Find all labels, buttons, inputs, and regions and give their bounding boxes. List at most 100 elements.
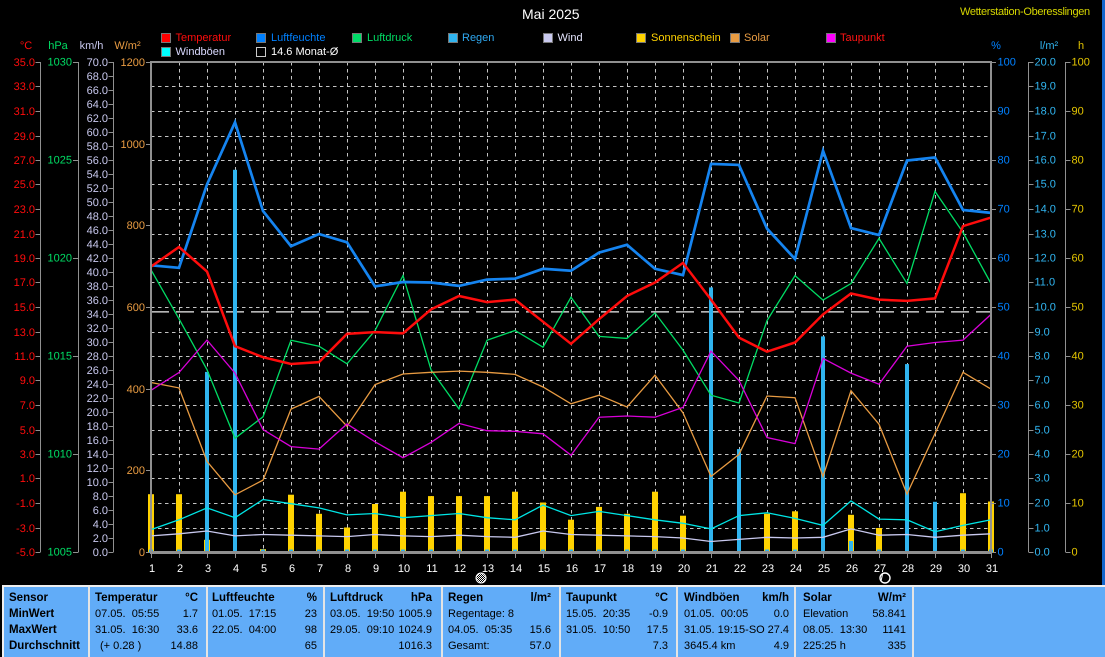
svg-text:5.0: 5.0 [1035, 425, 1050, 437]
svg-text:17.0: 17.0 [1035, 131, 1056, 143]
svg-text:80: 80 [998, 155, 1010, 167]
svg-text:19.0: 19.0 [14, 253, 35, 265]
svg-text:4: 4 [233, 563, 239, 575]
svg-text:60.0: 60.0 [87, 127, 108, 139]
svg-text:10: 10 [998, 498, 1010, 510]
svg-text:km/h: km/h [80, 40, 104, 52]
svg-text:38.0: 38.0 [87, 281, 108, 293]
svg-text:1015: 1015 [48, 351, 72, 363]
svg-text:33.0: 33.0 [14, 81, 35, 93]
svg-text:7: 7 [317, 563, 323, 575]
svg-text:4.0: 4.0 [1035, 449, 1050, 461]
svg-text:16.0: 16.0 [87, 435, 108, 447]
svg-text:13: 13 [482, 563, 494, 575]
svg-text:13.0: 13.0 [14, 327, 35, 339]
svg-text:40: 40 [1072, 351, 1084, 363]
svg-text:10.0: 10.0 [1035, 302, 1056, 314]
svg-text:0: 0 [1072, 547, 1078, 559]
svg-text:25.0: 25.0 [14, 179, 35, 191]
svg-text:28.0: 28.0 [87, 351, 108, 363]
svg-text:1200: 1200 [121, 57, 145, 69]
svg-text:10.0: 10.0 [87, 477, 108, 489]
svg-text:29.0: 29.0 [14, 131, 35, 143]
svg-text:22.0: 22.0 [87, 393, 108, 405]
svg-text:50: 50 [998, 302, 1010, 314]
svg-text:1005: 1005 [48, 547, 72, 559]
svg-text:13.0: 13.0 [1035, 229, 1056, 241]
svg-text:23: 23 [762, 563, 774, 575]
svg-text:35.0: 35.0 [14, 57, 35, 69]
svg-text:42.0: 42.0 [87, 253, 108, 265]
svg-text:1: 1 [149, 563, 155, 575]
svg-text:5.0: 5.0 [20, 425, 35, 437]
svg-text:0: 0 [998, 547, 1004, 559]
svg-text:46.0: 46.0 [87, 225, 108, 237]
svg-text:15: 15 [538, 563, 550, 575]
svg-text:70: 70 [1072, 204, 1084, 216]
svg-text:-5.0: -5.0 [16, 547, 35, 559]
svg-text:31.0: 31.0 [14, 106, 35, 118]
svg-text:2: 2 [177, 563, 183, 575]
svg-text:14.0: 14.0 [1035, 204, 1056, 216]
svg-text:27: 27 [874, 563, 886, 575]
svg-text:8: 8 [345, 563, 351, 575]
svg-text:6: 6 [289, 563, 295, 575]
svg-text:11.0: 11.0 [1035, 277, 1056, 289]
svg-text:0.0: 0.0 [93, 547, 108, 559]
svg-text:27.0: 27.0 [14, 155, 35, 167]
svg-text:60: 60 [1072, 253, 1084, 265]
svg-text:30: 30 [998, 400, 1010, 412]
svg-text:1020: 1020 [48, 253, 72, 265]
svg-text:7.0: 7.0 [1035, 375, 1050, 387]
svg-text:52.0: 52.0 [87, 183, 108, 195]
svg-text:4.0: 4.0 [93, 519, 108, 531]
svg-text:16: 16 [566, 563, 578, 575]
svg-text:30: 30 [958, 563, 970, 575]
svg-text:17.0: 17.0 [14, 277, 35, 289]
svg-text:1030: 1030 [48, 57, 72, 69]
svg-text:32.0: 32.0 [87, 323, 108, 335]
svg-text:19: 19 [650, 563, 662, 575]
svg-text:34.0: 34.0 [87, 309, 108, 321]
svg-text:11: 11 [426, 563, 437, 575]
svg-text:40: 40 [998, 351, 1010, 363]
svg-text:54.0: 54.0 [87, 169, 108, 181]
svg-text:68.0: 68.0 [87, 71, 108, 83]
svg-text:24: 24 [790, 563, 802, 575]
svg-text:21: 21 [706, 563, 718, 575]
svg-text:10: 10 [398, 563, 410, 575]
svg-text:1.0: 1.0 [20, 473, 35, 485]
svg-text:100: 100 [998, 57, 1016, 69]
svg-text:30.0: 30.0 [87, 337, 108, 349]
svg-text:18.0: 18.0 [87, 421, 108, 433]
svg-text:5: 5 [261, 563, 267, 575]
svg-text:20: 20 [998, 449, 1010, 461]
svg-text:64.0: 64.0 [87, 99, 108, 111]
svg-text:36.0: 36.0 [87, 295, 108, 307]
svg-text:2.0: 2.0 [1035, 498, 1050, 510]
svg-text:19.0: 19.0 [1035, 81, 1056, 93]
svg-text:21.0: 21.0 [14, 229, 35, 241]
svg-text:31: 31 [986, 563, 998, 575]
svg-text:20.0: 20.0 [1035, 57, 1056, 69]
svg-text:17: 17 [594, 563, 606, 575]
svg-text:9.0: 9.0 [1035, 327, 1050, 339]
svg-text:2.0: 2.0 [93, 533, 108, 545]
svg-text:6.0: 6.0 [93, 505, 108, 517]
svg-text:h: h [1078, 40, 1084, 52]
svg-text:11.0: 11.0 [14, 351, 35, 363]
svg-text:10: 10 [1072, 498, 1084, 510]
svg-text:3.0: 3.0 [1035, 473, 1050, 485]
svg-text:12.0: 12.0 [87, 463, 108, 475]
svg-text:1025: 1025 [48, 155, 72, 167]
svg-text:50.0: 50.0 [87, 197, 108, 209]
svg-text:200: 200 [127, 465, 145, 477]
svg-text:66.0: 66.0 [87, 85, 108, 97]
svg-text:-1.0: -1.0 [16, 498, 35, 510]
svg-text:12: 12 [454, 563, 466, 575]
svg-text:W/m²: W/m² [114, 40, 141, 52]
svg-text:90: 90 [998, 106, 1010, 118]
svg-text:9: 9 [373, 563, 379, 575]
svg-text:%: % [991, 40, 1001, 52]
svg-text:14.0: 14.0 [87, 449, 108, 461]
